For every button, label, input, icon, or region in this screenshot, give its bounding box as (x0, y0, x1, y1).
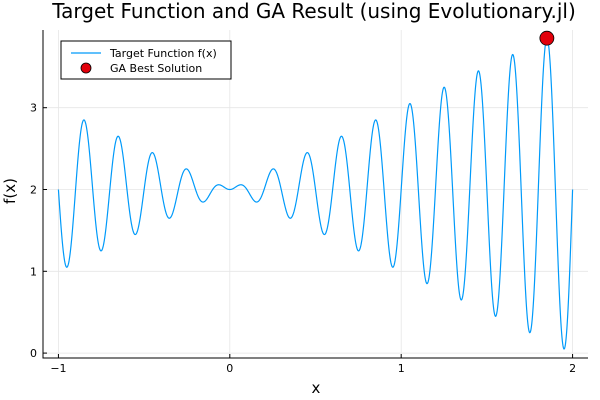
x-tick-label: 0 (226, 362, 233, 375)
legend: Target Function f(x) GA Best Solution (60, 40, 232, 80)
series-line-target-function (57, 37, 574, 350)
x-axis-label: x (312, 379, 321, 397)
legend-marker-swatch (80, 62, 92, 74)
chart-title: Target Function and GA Result (using Evo… (51, 0, 576, 23)
x-tick-label: 2 (569, 362, 576, 375)
plot-axes (42, 30, 588, 359)
legend-label-target: Target Function f(x) (109, 47, 217, 60)
legend-box (60, 40, 232, 80)
y-tick-label: 1 (30, 265, 37, 278)
legend-label-ga: GA Best Solution (110, 62, 202, 75)
y-tick-label: 0 (30, 347, 37, 360)
y-axis-label: f(x) (1, 178, 19, 204)
y-tick-label: 3 (30, 102, 37, 115)
y-tick-label: 2 (30, 184, 37, 197)
ga-best-solution-point (539, 30, 555, 46)
x-tick-label: 1 (398, 362, 405, 375)
series-layer (57, 30, 574, 350)
x-tick-label: −1 (50, 362, 66, 375)
ticks: −1 0 1 2 0 1 2 3 (30, 102, 576, 375)
